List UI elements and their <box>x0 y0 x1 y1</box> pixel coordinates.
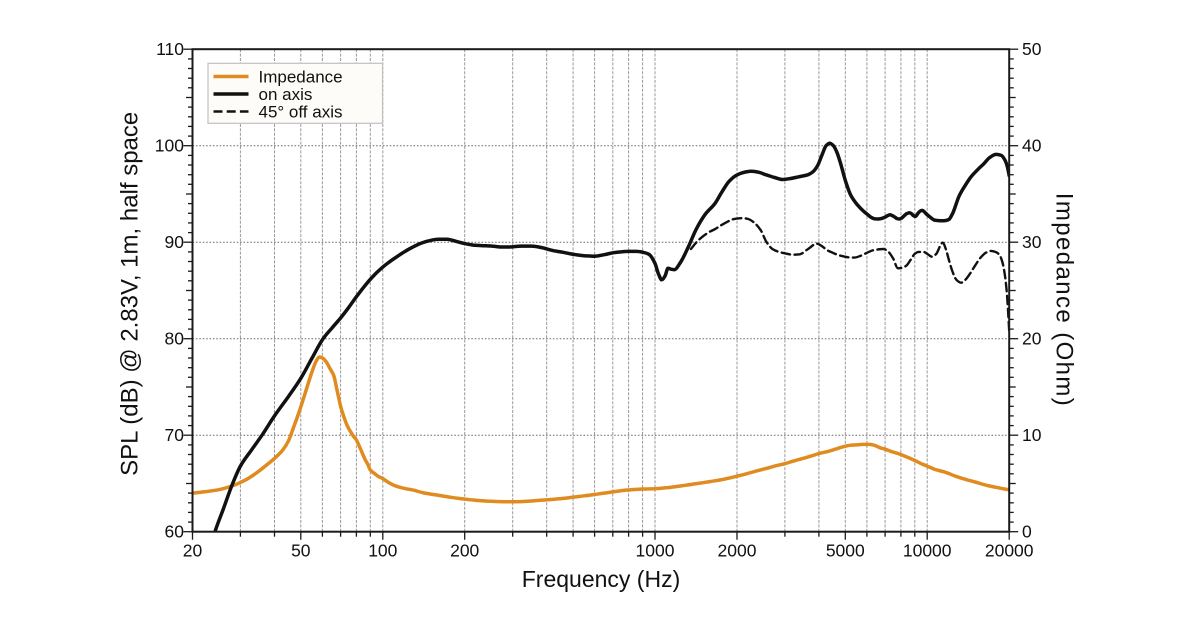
svg-text:SPL (dB) @ 2.83V, 1m, half spa: SPL (dB) @ 2.83V, 1m, half space <box>116 112 143 476</box>
svg-text:Frequency (Hz): Frequency (Hz) <box>522 566 680 592</box>
svg-text:1000: 1000 <box>636 541 675 561</box>
svg-text:100: 100 <box>155 136 184 156</box>
svg-text:60: 60 <box>165 522 185 542</box>
svg-text:Impedance (Ohm): Impedance (Ohm) <box>1050 193 1077 407</box>
svg-text:20: 20 <box>183 541 203 561</box>
svg-text:10000: 10000 <box>903 541 952 561</box>
svg-text:Impedance: Impedance <box>259 67 343 86</box>
svg-text:20: 20 <box>1022 329 1042 349</box>
svg-text:110: 110 <box>156 39 184 59</box>
svg-text:70: 70 <box>165 425 185 445</box>
svg-text:100: 100 <box>368 541 397 561</box>
svg-text:2000: 2000 <box>718 541 757 561</box>
svg-text:5000: 5000 <box>826 541 865 561</box>
svg-text:80: 80 <box>165 329 185 349</box>
svg-text:on axis: on axis <box>259 85 313 104</box>
svg-text:40: 40 <box>1022 136 1042 156</box>
svg-text:200: 200 <box>450 541 479 561</box>
svg-text:90: 90 <box>165 232 185 252</box>
svg-text:30: 30 <box>1022 232 1042 252</box>
svg-text:45° off axis: 45° off axis <box>259 102 343 121</box>
svg-text:0: 0 <box>1022 522 1032 542</box>
svg-text:50: 50 <box>291 541 311 561</box>
svg-text:20000: 20000 <box>985 541 1034 561</box>
svg-text:10: 10 <box>1022 425 1042 445</box>
svg-text:50: 50 <box>1022 39 1042 59</box>
